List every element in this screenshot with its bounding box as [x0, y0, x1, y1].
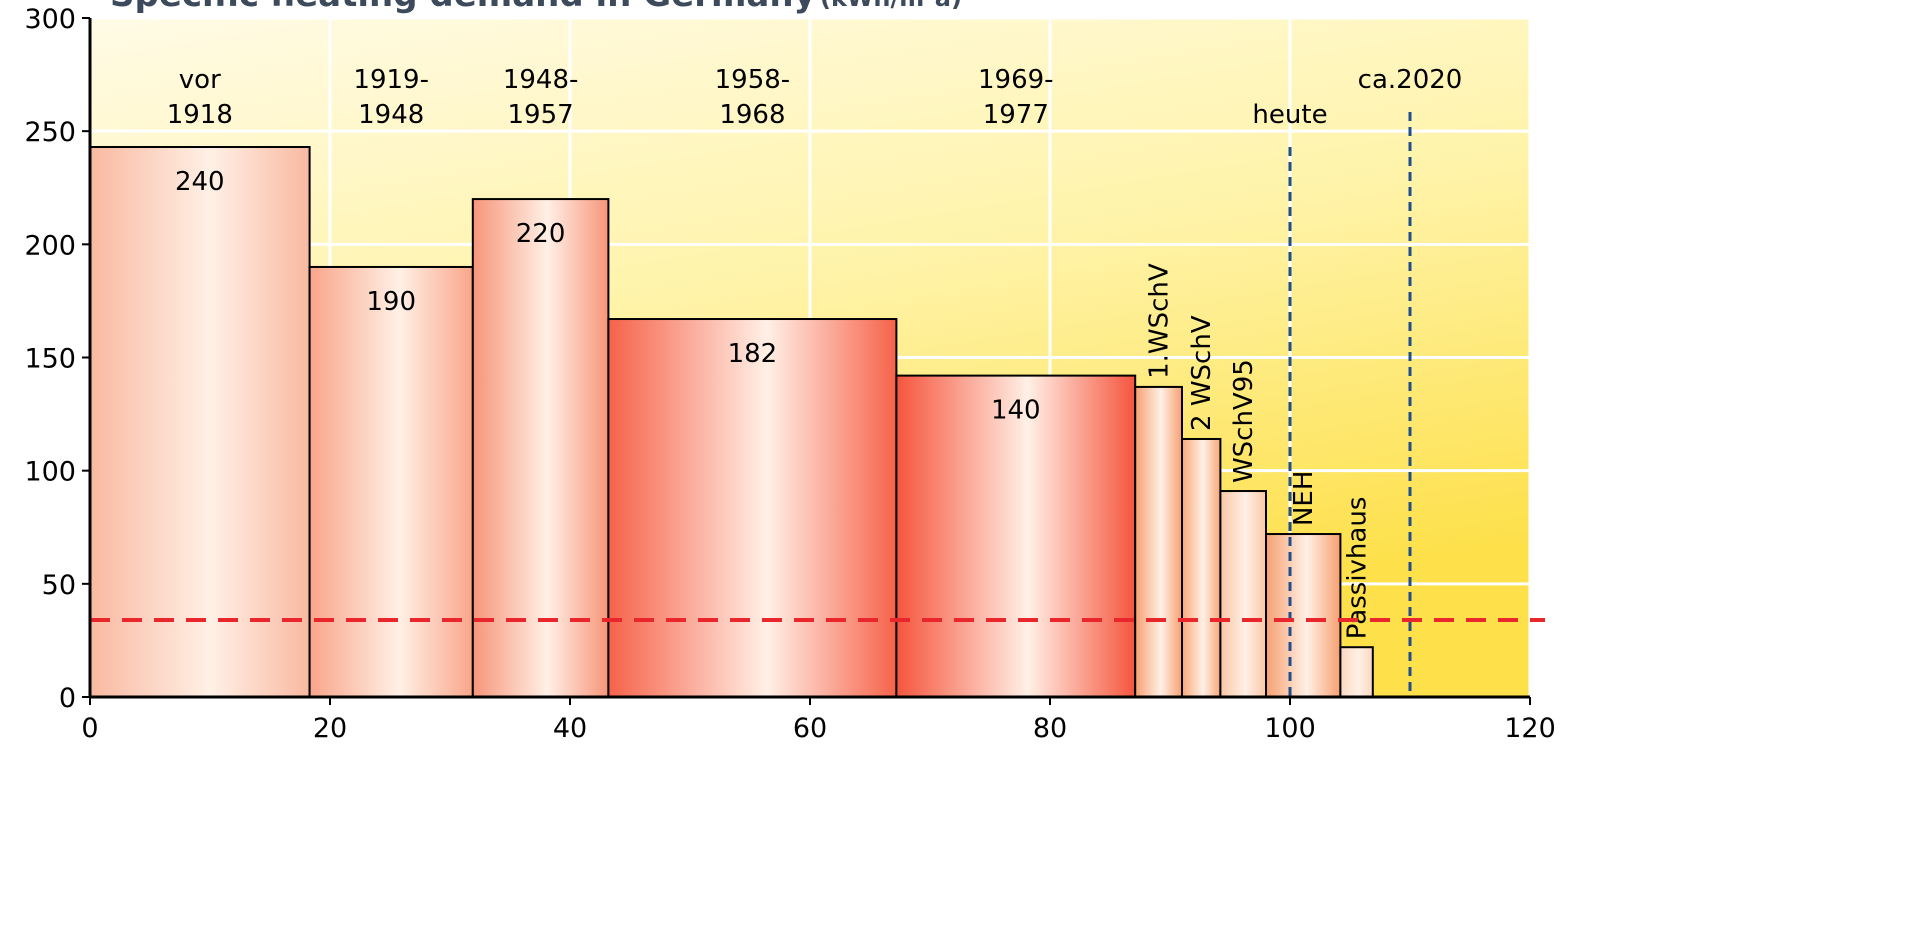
- chart-title-unit: (kWh/m²a): [820, 0, 962, 12]
- y-tick-label: 150: [24, 344, 76, 375]
- bar: [607, 318, 898, 698]
- bar-label: 190: [366, 287, 416, 317]
- y-tick-label: 250: [24, 117, 76, 148]
- category-label: WSchV95: [1229, 359, 1259, 483]
- bar: [471, 198, 610, 698]
- bar: [1134, 385, 1183, 698]
- x-tick-label: 60: [793, 713, 827, 744]
- x-tick-label: 100: [1264, 713, 1316, 744]
- reference-label: ca.2020: [1358, 65, 1463, 95]
- category-label: 1977: [983, 100, 1049, 130]
- bar: [895, 374, 1137, 698]
- category-label: 1958-: [715, 65, 791, 95]
- x-tick-label: 0: [81, 713, 98, 744]
- category-label: 1948-: [503, 65, 579, 95]
- reference-label: heute: [1252, 100, 1327, 130]
- category-label: 2 WSchV: [1187, 315, 1217, 431]
- bar: [1265, 533, 1342, 698]
- bar: [1219, 490, 1268, 698]
- category-label: 1919-: [353, 65, 429, 95]
- bar-label: 182: [728, 339, 778, 369]
- x-tick-label: 120: [1504, 713, 1556, 744]
- category-label: 1957: [508, 100, 574, 130]
- category-label: 1968: [719, 100, 785, 130]
- bar: [308, 265, 474, 698]
- bar-label: 220: [516, 219, 566, 249]
- category-label: 1.WSchV: [1145, 263, 1175, 379]
- category-label: 1969-: [978, 65, 1054, 95]
- chart-title: Specific heating demand in Germany: [110, 0, 816, 15]
- y-tick-label: 100: [24, 457, 76, 488]
- y-tick-label: 50: [42, 570, 76, 601]
- y-tick-label: 200: [24, 230, 76, 261]
- x-tick-label: 20: [313, 713, 347, 744]
- category-label: Passivhaus: [1343, 497, 1373, 640]
- bar: [1181, 437, 1222, 698]
- x-tick-label: 80: [1033, 713, 1067, 744]
- category-label: vor: [179, 65, 221, 95]
- bar-label: 140: [991, 396, 1041, 426]
- category-label: 1918: [167, 100, 233, 130]
- y-tick-label: 0: [59, 683, 76, 714]
- category-label: NEH: [1289, 471, 1319, 526]
- bar: [1339, 646, 1374, 698]
- category-label: 1948: [358, 100, 424, 130]
- bar-label: 240: [175, 167, 225, 197]
- x-tick-label: 40: [553, 713, 587, 744]
- y-tick-label: 300: [24, 4, 76, 35]
- bar: [89, 146, 311, 698]
